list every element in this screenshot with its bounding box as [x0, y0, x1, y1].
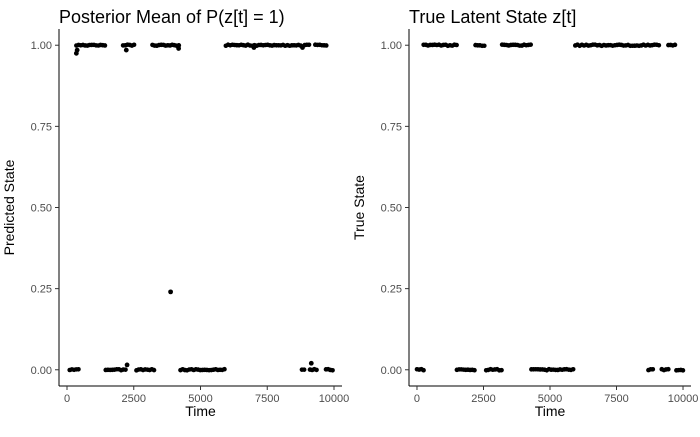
- panel1-x-tick-label: 5000: [188, 393, 212, 405]
- panel1-data-point-seg2: [102, 43, 108, 48]
- panel1-x-tick-label: 0: [64, 393, 70, 405]
- panel1-data-point-seg3: [123, 367, 128, 372]
- panel2-y-tick-label: 1.00: [381, 40, 402, 52]
- panel2-data-point-seg7: [570, 366, 576, 372]
- panel1-data-point-seg5: [151, 367, 157, 373]
- panel1-data-point-outlier-3: [123, 47, 129, 53]
- panel1-data-point-outlier-5: [168, 289, 173, 295]
- panel2-y-axis-label: True State: [351, 175, 367, 240]
- panel1-x-tick-label: 7500: [255, 393, 279, 405]
- panel2-data-point-seg9: [650, 367, 656, 372]
- panel1-data-point-seg11: [314, 367, 319, 373]
- panel1-data-point-outlier-6: [176, 46, 182, 51]
- panel1-data-point-seg4: [131, 42, 137, 48]
- panel2-x-tick-label: 0: [414, 393, 420, 405]
- panel1-data-point-outlier-4: [124, 362, 130, 368]
- panel1-x-tick-label: 10000: [319, 393, 350, 405]
- panel2-y-tick-label: 0.00: [381, 365, 402, 377]
- panel2-title: True Latent State z[t]: [409, 7, 576, 27]
- panel2-data-point-seg2: [454, 42, 459, 48]
- panel2-data-point-seg11: [672, 42, 678, 48]
- panel1-y-tick-label: 0.75: [31, 121, 52, 133]
- panel1-title: Posterior Mean of P(z[t] = 1): [59, 7, 285, 27]
- panel2-data-point-seg5: [499, 367, 504, 373]
- panel2-data-point-seg6: [528, 42, 534, 47]
- panel1-data-point-outlier-8: [300, 45, 305, 50]
- panel2-x-tick-label: 7500: [604, 393, 628, 405]
- panel1-data-point-seg9: [301, 367, 307, 372]
- panel1-y-tick-label: 0.50: [31, 203, 52, 215]
- panel2-data-point-seg12: [680, 368, 686, 373]
- panel2-data-point-seg8: [656, 42, 662, 48]
- panel1-y-tick-label: 1.00: [31, 40, 52, 52]
- panel1-data-point-seg7: [222, 366, 227, 372]
- panel2-y-tick-label: 0.50: [381, 203, 402, 215]
- panel2-x-tick-label: 2500: [471, 393, 495, 405]
- panel1-data-point-outlier-9: [308, 360, 314, 366]
- panel1-data-point-seg1: [76, 366, 81, 372]
- panel1-y-tick-label: 0.25: [31, 284, 52, 296]
- panel1-data-point-outlier-7: [251, 45, 257, 50]
- panel1-data-point-seg13: [330, 367, 335, 373]
- panel2-data-point-seg3: [472, 367, 477, 373]
- panel2-x-tick-label: 10000: [668, 393, 699, 405]
- panel2-y-tick-label: 0.75: [381, 121, 402, 133]
- panel2-data-point-seg10: [666, 366, 671, 372]
- panel2-x-tick-label: 5000: [538, 393, 562, 405]
- panel1-data-point-seg10: [306, 42, 312, 48]
- panel1-data-point-outlier-2: [74, 47, 80, 53]
- panel2-x-axis-label: Time: [535, 403, 566, 419]
- panel1-x-tick-label: 2500: [122, 393, 146, 405]
- panel1-x-axis-label: Time: [185, 403, 216, 419]
- panel1-y-axis-label: Predicted State: [1, 159, 17, 255]
- panel1-y-tick-label: 0.00: [31, 365, 52, 377]
- panel2-data-point-seg1: [421, 367, 426, 373]
- panel2-y-tick-label: 0.25: [381, 284, 402, 296]
- panel1-data-point-seg12: [324, 43, 329, 48]
- panel2-data-point-seg4: [482, 43, 487, 49]
